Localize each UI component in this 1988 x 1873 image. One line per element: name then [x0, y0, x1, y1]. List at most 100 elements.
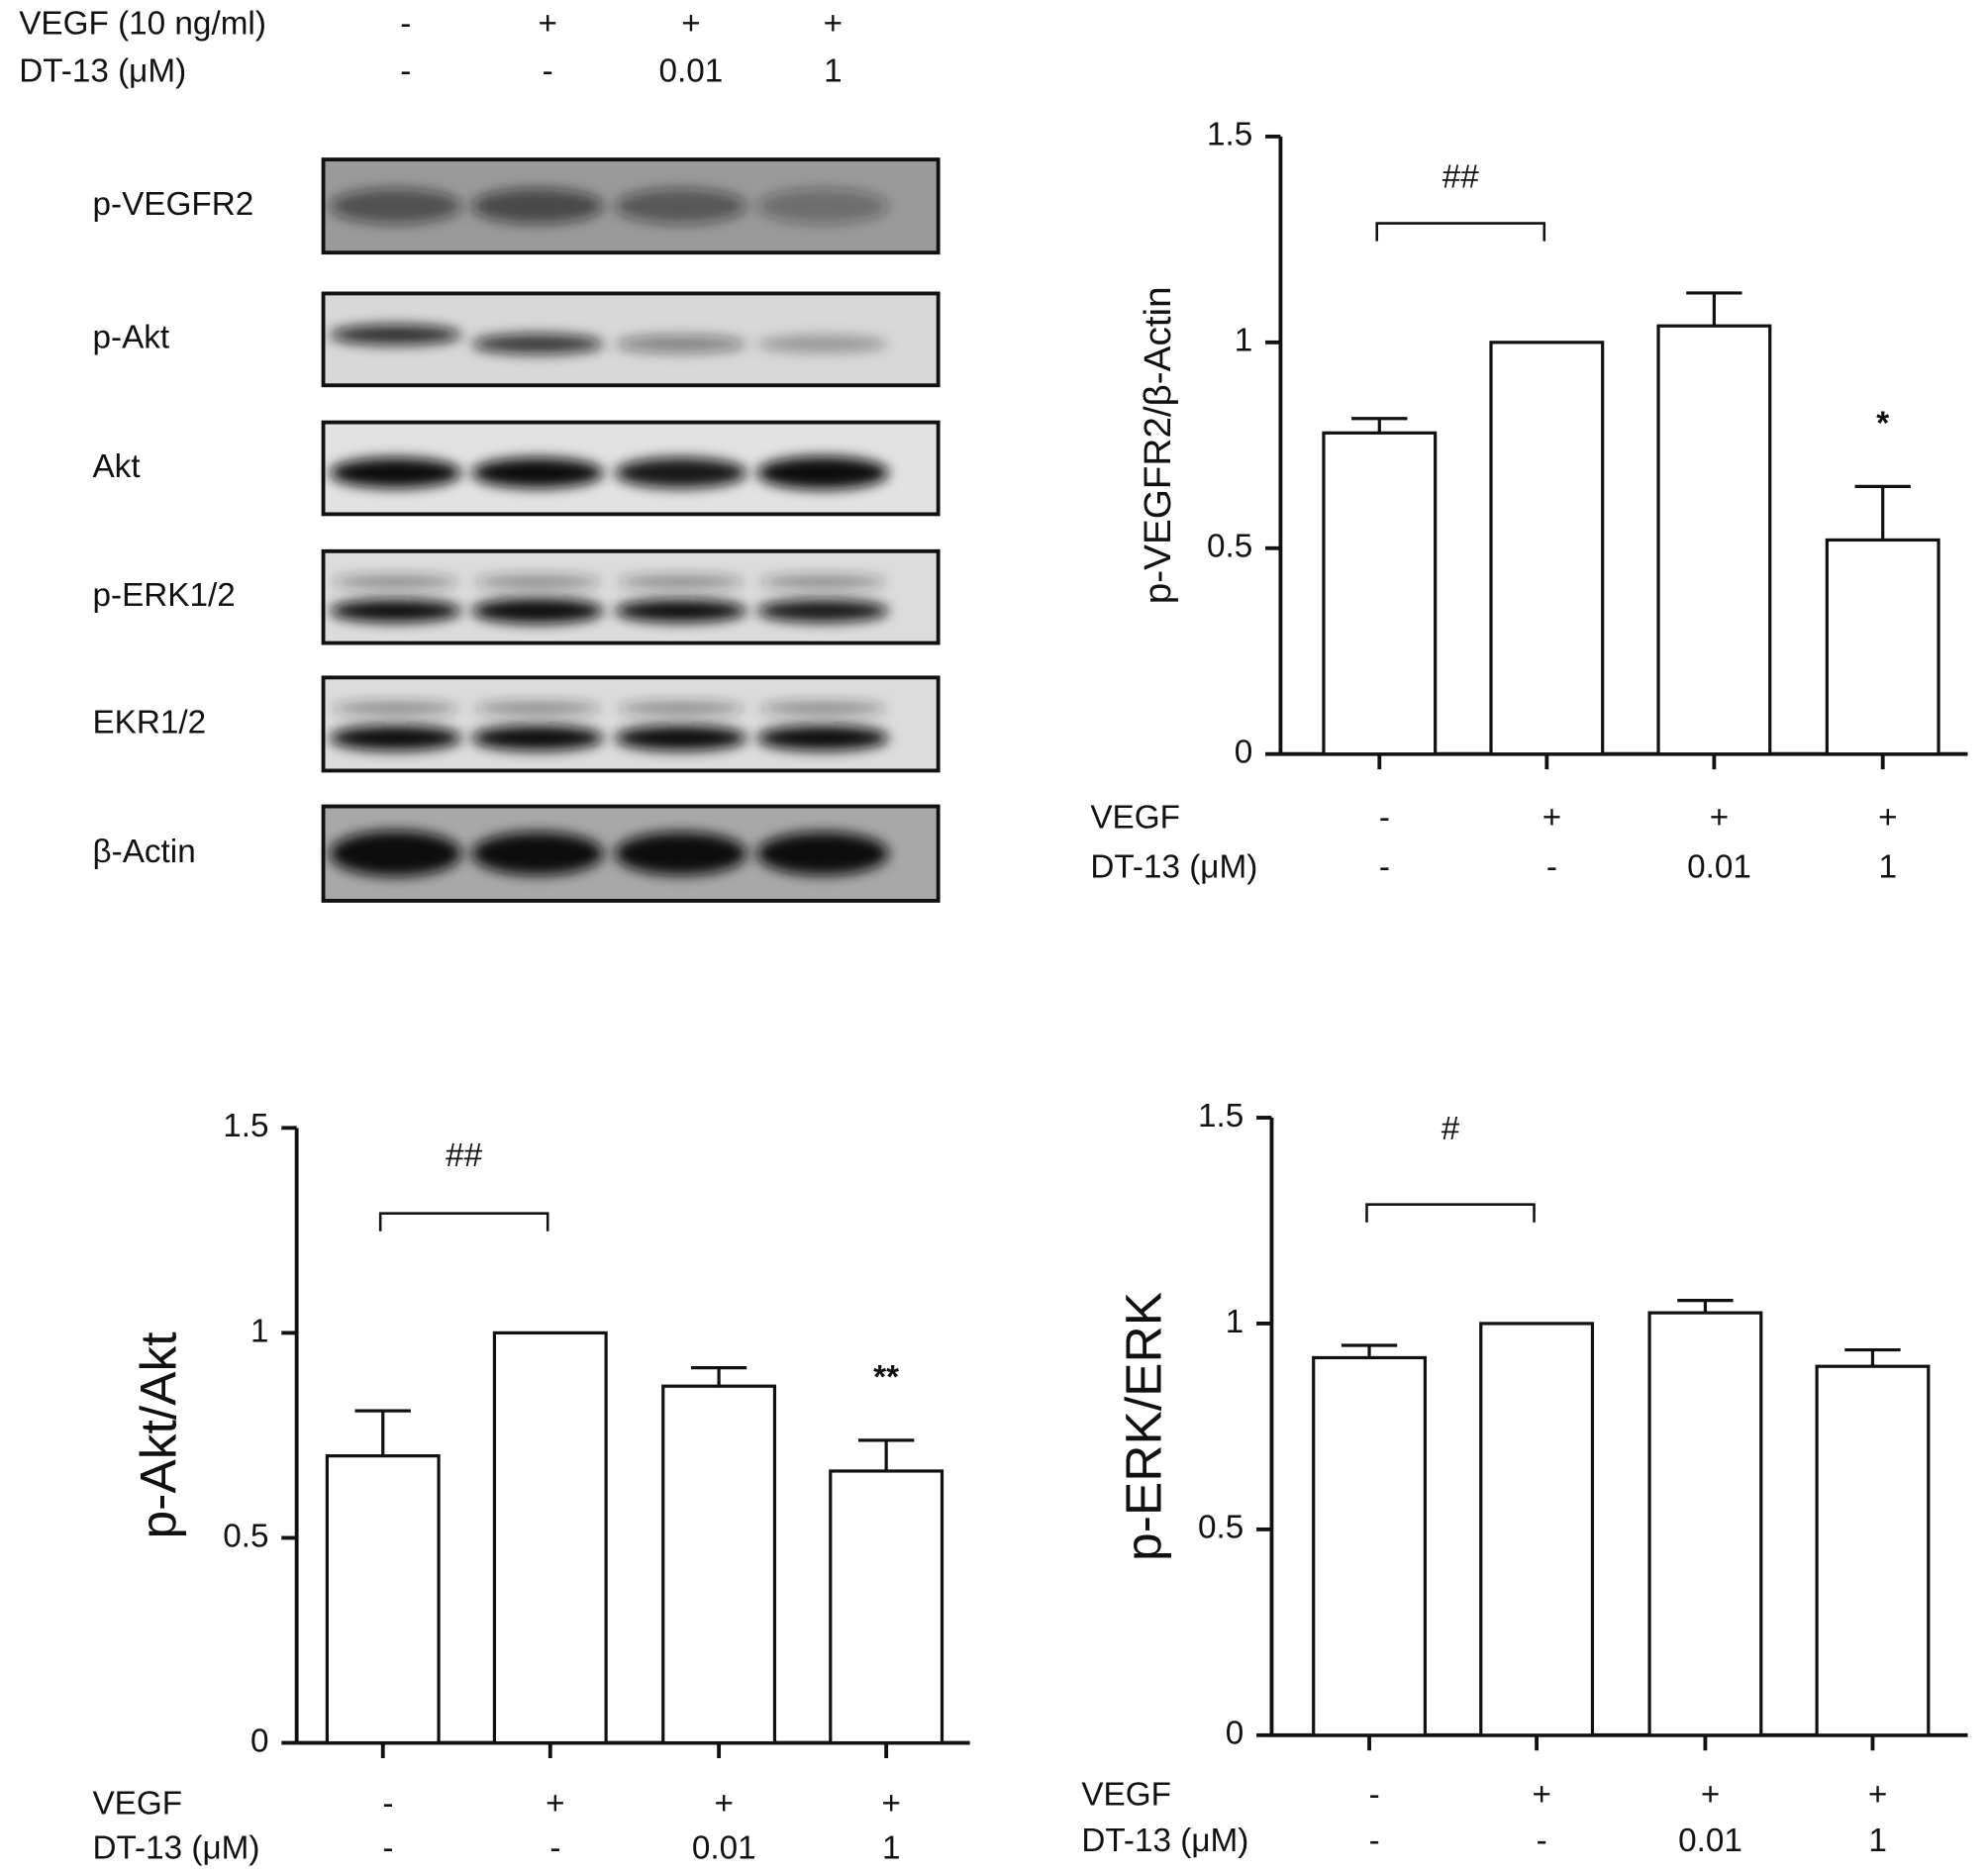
- error-bar: [1844, 1347, 1901, 1367]
- condition-value: +: [1533, 1776, 1551, 1813]
- bar: [1322, 431, 1438, 756]
- condition-value: -: [1379, 848, 1390, 885]
- condition-value: +: [1542, 799, 1561, 836]
- condition-label: VEGF (10 ng/ml): [19, 6, 266, 43]
- blot-border: [321, 548, 941, 645]
- significance-mark: *: [1876, 405, 1889, 442]
- bar: [1312, 1355, 1428, 1737]
- y-tick-label: 0.5: [1198, 1510, 1243, 1546]
- y-axis-label: p-ERK/ERK: [1115, 1292, 1172, 1561]
- blot-border: [321, 420, 941, 517]
- condition-value: 1: [1879, 848, 1898, 885]
- y-tick-label: 0.5: [1207, 529, 1252, 565]
- condition-value: -: [382, 1785, 393, 1822]
- y-tick-label: 0: [1226, 1716, 1244, 1752]
- bar: [325, 1454, 441, 1745]
- band: [332, 575, 459, 589]
- condition-value: +: [1701, 1776, 1720, 1813]
- blot-strip: [321, 675, 941, 773]
- blot-strip: [321, 420, 941, 517]
- band: [329, 831, 462, 877]
- condition-value: -: [1537, 1823, 1547, 1859]
- y-tick-label: 0.5: [223, 1518, 268, 1554]
- band: [756, 455, 889, 490]
- condition-label: DT-13 (μM): [19, 52, 186, 89]
- blot-background: [323, 677, 939, 771]
- condition-label: VEGF: [1081, 1776, 1171, 1813]
- blot-background: [323, 550, 939, 643]
- band: [756, 188, 889, 225]
- condition-label: VEGF: [1090, 799, 1180, 836]
- condition-value: 0.01: [1687, 848, 1751, 885]
- condition-value: -: [1546, 848, 1557, 885]
- condition-value: +: [715, 1785, 734, 1822]
- condition-value: 1: [824, 52, 843, 89]
- bar: [1825, 538, 1940, 756]
- blot-strip: [321, 804, 941, 903]
- blot-border: [321, 675, 941, 773]
- band: [329, 599, 462, 623]
- band: [615, 188, 747, 225]
- band: [615, 457, 747, 489]
- band: [617, 701, 745, 715]
- condition-value: 1: [882, 1830, 901, 1867]
- condition-label: VEGF: [92, 1785, 182, 1822]
- condition-value: +: [1868, 1776, 1887, 1813]
- band: [756, 832, 889, 876]
- condition-value: -: [400, 6, 411, 43]
- bar: [1815, 1364, 1931, 1737]
- condition-value: -: [400, 52, 411, 89]
- condition-value: +: [1710, 799, 1729, 836]
- y-tick-label: 1.5: [1198, 1098, 1243, 1134]
- error-bar: [1854, 484, 1911, 541]
- bar: [1656, 324, 1772, 756]
- y-tick-label: 0: [1235, 734, 1253, 770]
- blot-row-label: p-ERK1/2: [92, 577, 235, 614]
- significance-label: #: [1441, 1111, 1460, 1147]
- y-tick-label: 0: [250, 1723, 269, 1759]
- bar: [1647, 1311, 1763, 1737]
- band: [756, 725, 889, 751]
- y-axis-label: p-VEGFR2/β-Actin: [1137, 286, 1179, 604]
- band: [473, 701, 602, 715]
- condition-value: +: [539, 6, 557, 43]
- y-tick-label: 1: [1226, 1304, 1244, 1340]
- condition-value: +: [824, 6, 843, 43]
- band: [759, 701, 887, 715]
- significance-label: ##: [446, 1137, 482, 1174]
- error-bar: [690, 1365, 747, 1387]
- condition-value: +: [882, 1785, 901, 1822]
- condition-value: -: [543, 52, 553, 89]
- band: [471, 334, 604, 354]
- band: [332, 701, 459, 715]
- bar: [661, 1384, 777, 1745]
- band: [471, 598, 604, 624]
- condition-label: DT-13 (μM): [1081, 1823, 1248, 1859]
- condition-value: 1: [1868, 1823, 1887, 1859]
- y-tick-label: 1: [250, 1313, 269, 1349]
- y-tick-label: 1.5: [223, 1108, 268, 1144]
- band: [615, 599, 747, 623]
- condition-value: -: [382, 1830, 393, 1867]
- bar: [492, 1331, 608, 1745]
- band: [617, 575, 745, 589]
- condition-value: -: [1379, 799, 1390, 836]
- condition-value: 0.01: [1678, 1823, 1742, 1859]
- y-tick-label: 1.5: [1207, 117, 1252, 153]
- band: [615, 335, 747, 353]
- condition-value: 0.01: [659, 52, 724, 89]
- condition-value: +: [1878, 799, 1897, 836]
- condition-label: DT-13 (μM): [92, 1830, 259, 1867]
- significance-bracket: [378, 1212, 549, 1232]
- blot-border: [321, 291, 941, 388]
- bar: [1489, 341, 1605, 756]
- blot-bands: [329, 188, 889, 225]
- band: [329, 457, 462, 489]
- band: [756, 335, 889, 353]
- significance-bracket: [1375, 222, 1546, 242]
- y-axis-label: p-Akt/Akt: [130, 1331, 187, 1538]
- blot-row-label: β-Actin: [92, 834, 195, 870]
- blot-strip: [321, 291, 941, 388]
- blot-row-label: EKR1/2: [92, 704, 206, 740]
